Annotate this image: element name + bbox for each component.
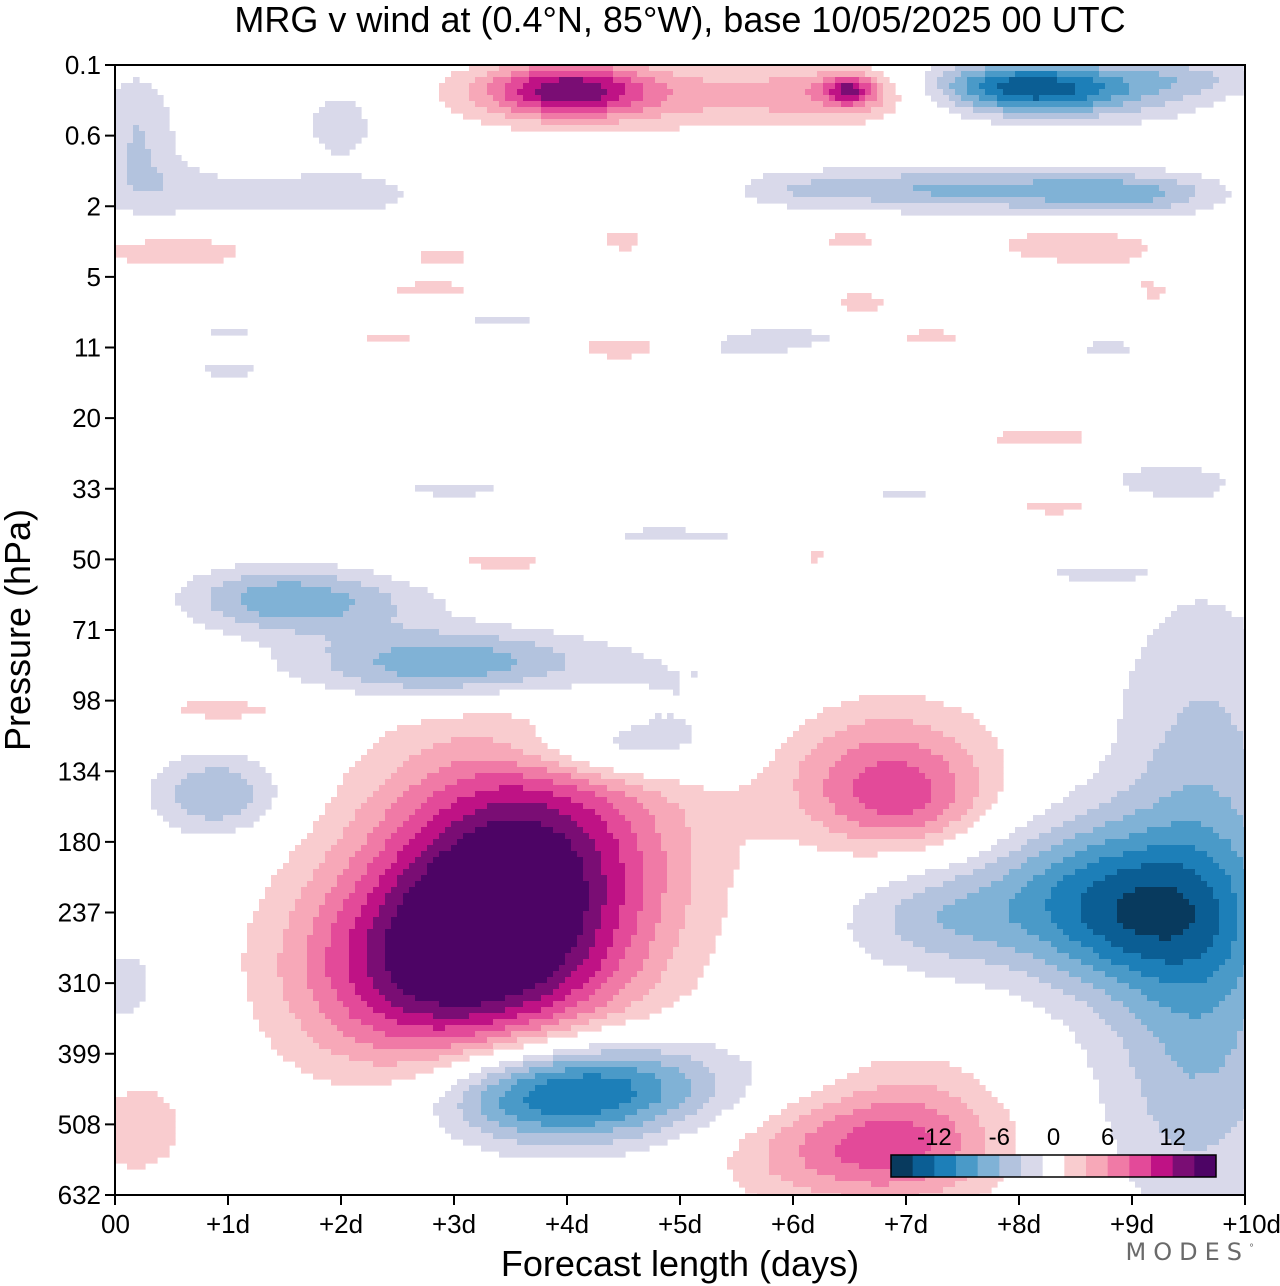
colorbar-swatch (934, 1155, 957, 1177)
colorbar-label: 6 (1101, 1124, 1114, 1151)
x-tick-label: +3d (432, 1209, 476, 1239)
y-tick-label: 134 (58, 756, 101, 786)
colorbar-swatch (1064, 1155, 1087, 1177)
y-tick-label: 33 (72, 474, 101, 504)
x-axis: 00 +1d +2d +3d +4d +5d +6d +7d +8d +9d +10d (101, 1195, 1280, 1239)
y-tick-label: 508 (58, 1109, 101, 1139)
y-tick-label: 0.1 (65, 50, 101, 80)
brand-text: MODES (1125, 1238, 1249, 1266)
colorbar-swatch (1107, 1155, 1130, 1177)
x-tick-label: +6d (771, 1209, 815, 1239)
x-tick-label: +2d (319, 1209, 363, 1239)
x-tick-label: +4d (545, 1209, 589, 1239)
y-axis: 0.1 0.6 2 5 11 20 33 50 71 98 134 180 237 310 399 508 63… (58, 50, 115, 1210)
colorbar-swatch (1172, 1155, 1195, 1177)
colorbar-label: 12 (1159, 1124, 1186, 1151)
y-tick-label: 98 (72, 686, 101, 716)
colorbar-swatch (956, 1155, 979, 1177)
colorbar-swatch (1129, 1155, 1152, 1177)
colorbar: -12 -6 0 6 12 (890, 1124, 1217, 1178)
colorbar-swatch (1042, 1155, 1065, 1177)
y-tick-label: 0.6 (65, 121, 101, 151)
y-tick-label: 11 (74, 333, 101, 363)
colorbar-swatch (1021, 1155, 1044, 1177)
x-tick-label: +9d (1110, 1209, 1154, 1239)
x-axis-label: Forecast length (days) (501, 1243, 859, 1284)
colorbar-swatch (1151, 1155, 1174, 1177)
y-tick-label: 71 (72, 615, 101, 645)
x-tick-label: +1d (206, 1209, 250, 1239)
x-tick-label: +10d (1222, 1209, 1280, 1239)
x-tick-label: +5d (658, 1209, 702, 1239)
y-tick-label: 5 (87, 262, 101, 292)
chart-title: MRG v wind at (0.4°N, 85°W), base 10/05/… (234, 0, 1125, 40)
y-tick-label: 180 (58, 827, 101, 857)
y-axis-label: Pressure (hPa) (0, 509, 38, 751)
colorbar-swatch (912, 1155, 935, 1177)
modes-logo: MODES° (1126, 1238, 1254, 1266)
colorbar-label: -12 (917, 1124, 952, 1151)
colorbar-swatch (1194, 1155, 1217, 1177)
x-tick-label: 00 (101, 1209, 130, 1239)
y-tick-label: 632 (58, 1180, 101, 1210)
colorbar-swatch (977, 1155, 1000, 1177)
y-tick-label: 399 (58, 1039, 101, 1069)
colorbar-swatch (999, 1155, 1022, 1177)
contour-field (115, 65, 1245, 1195)
colorbar-frame (890, 1154, 1217, 1178)
registered-mark: ° (1249, 1243, 1254, 1254)
x-tick-label: +8d (997, 1209, 1041, 1239)
y-tick-label: 20 (72, 403, 101, 433)
colorbar-swatch (1086, 1155, 1109, 1177)
y-tick-label: 2 (87, 191, 101, 221)
y-tick-label: 50 (72, 544, 101, 574)
y-tick-label: 237 (58, 898, 101, 928)
x-tick-label: +7d (884, 1209, 928, 1239)
colorbar-swatch (891, 1155, 914, 1177)
colorbar-label: 0 (1047, 1124, 1060, 1151)
y-tick-label: 310 (58, 968, 101, 998)
colorbar-label: -6 (989, 1124, 1010, 1151)
